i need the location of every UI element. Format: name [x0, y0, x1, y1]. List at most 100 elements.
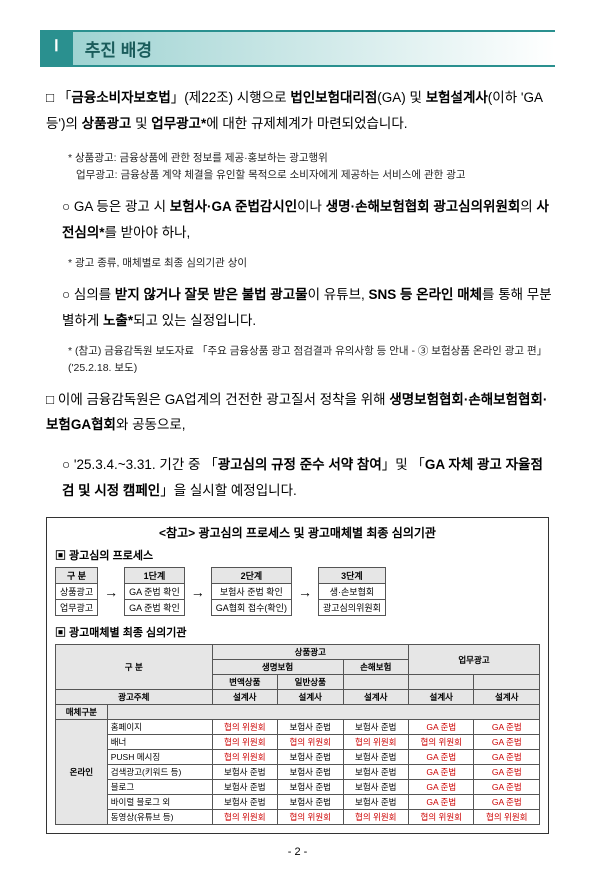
text-bold: 생명·손해보험협회 광고심의위원회: [326, 199, 521, 214]
td: GA 준법: [474, 735, 540, 750]
text: □ 이에 금융감독원은 GA업계의 건전한 광고질서 정착을 위해: [46, 392, 389, 407]
td: 상품광고: [56, 584, 98, 600]
text-bold: SNS 등 온라인 매체: [369, 287, 483, 302]
text-bold: 업무광고*: [151, 116, 206, 131]
td-label: PUSH 메시징: [107, 750, 212, 765]
text: (GA) 및: [377, 90, 425, 105]
text: 와 공동으로,: [116, 417, 186, 432]
process-table-1: 1단계 GA 준법 확인 GA 준법 확인: [124, 567, 185, 616]
td: GA 준법: [409, 765, 474, 780]
arrow-icon: →: [102, 584, 120, 600]
td: GA 준법: [409, 720, 474, 735]
text-bold: 상품광고: [82, 116, 135, 131]
td-label: 홈페이지: [107, 720, 212, 735]
th: 손해보험: [343, 660, 408, 675]
td: 협의 위원회: [474, 810, 540, 825]
paragraph-3: ○ 심의를 받지 않거나 잘못 받은 불법 광고물이 유튜브, SNS 등 온라…: [62, 282, 555, 333]
text-bold: 보험사·GA 준법감시인: [170, 199, 297, 214]
td: GA 준법 확인: [125, 600, 185, 616]
td: 보험사 준법: [278, 720, 343, 735]
section-header: Ⅰ 추진 배경: [40, 30, 555, 67]
th: 일반상품: [278, 675, 343, 690]
td: GA 준법: [409, 795, 474, 810]
td: 생·손보협회: [318, 584, 385, 600]
text: ○ 심의를: [62, 287, 115, 302]
th: 업무광고: [409, 645, 540, 675]
text: 이 유튜브,: [308, 287, 369, 302]
td: 보험사 준법: [278, 795, 343, 810]
text: 」(제22조) 시행으로: [171, 90, 291, 105]
td: 협의 위원회: [409, 735, 474, 750]
process-table-2: 2단계 보험사 준법 확인 GA협회 접수(확인): [211, 567, 292, 616]
th: 상품광고: [212, 645, 408, 660]
th: 생명보험: [212, 660, 343, 675]
process-table-0: 구 분 상품광고 업무광고: [55, 567, 98, 616]
text: ○ '25.3.4.~3.31. 기간 중 「: [62, 457, 218, 472]
arrow-icon: →: [189, 584, 207, 600]
td: 협의 위원회: [343, 810, 408, 825]
section-title: 추진 배경: [73, 32, 555, 65]
th: 온라인: [56, 720, 108, 825]
text: 이나: [297, 199, 326, 214]
td: 보험사 준법: [343, 795, 408, 810]
text: □ 「: [46, 90, 71, 105]
th: 광고주체: [56, 690, 213, 705]
text-bold: 법인보험대리점: [290, 90, 377, 105]
th: 1단계: [125, 568, 185, 584]
td-label: 배너: [107, 735, 212, 750]
reference-box: <참고> 광고심의 프로세스 및 광고매체별 최종 심의기관 ▣ 광고심의 프로…: [46, 517, 549, 834]
text-bold: 보험설계사: [426, 90, 488, 105]
th: 변액상품: [212, 675, 277, 690]
td: 보험사 준법: [212, 780, 277, 795]
td: GA 준법: [409, 750, 474, 765]
td: GA 준법: [474, 780, 540, 795]
text-bold: 광고심의 규정 준수 서약 참여: [218, 457, 382, 472]
arrow-icon: →: [296, 584, 314, 600]
td: 보험사 준법: [343, 750, 408, 765]
text: 」및 「: [382, 457, 425, 472]
text-bold: 받지 않거나 잘못 받은 불법 광고물: [115, 287, 308, 302]
td: 보험사 준법: [212, 765, 277, 780]
td-label: 블로그: [107, 780, 212, 795]
process-row: 구 분 상품광고 업무광고 → 1단계 GA 준법 확인 GA 준법 확인 → …: [55, 567, 540, 616]
note-3: * (참고) 금융감독원 보도자료 「주요 금융상품 광고 점검결과 유의사항 …: [68, 343, 555, 377]
td: 협의 위원회: [343, 735, 408, 750]
th: 구 분: [56, 645, 213, 690]
td: 보험사 준법: [343, 765, 408, 780]
text-bold: 금융소비자보호법: [71, 90, 170, 105]
td: 보험사 준법 확인: [211, 584, 291, 600]
paragraph-1: □ 「금융소비자보호법」(제22조) 시행으로 법인보험대리점(GA) 및 보험…: [46, 85, 555, 136]
th: 설계사: [409, 690, 474, 705]
paragraph-4: □ 이에 금융감독원은 GA업계의 건전한 광고질서 정착을 위해 생명보험협회…: [46, 387, 555, 438]
note-2: * 광고 종류, 매체별로 최종 심의기관 상이: [68, 255, 555, 272]
td: 업무광고: [56, 600, 98, 616]
process-table-3: 3단계 생·손보협회 광고심의위원회: [318, 567, 386, 616]
th: 설계사: [343, 690, 408, 705]
td: 협의 위원회: [212, 735, 277, 750]
paragraph-5: ○ '25.3.4.~3.31. 기간 중 「광고심의 규정 준수 서약 참여」…: [62, 452, 555, 503]
media-table: 구 분 상품광고 업무광고 생명보험 손해보험 변액상품 일반상품 광고주체 설…: [55, 644, 540, 825]
text: 를 받아야 하나,: [105, 225, 191, 240]
td: GA 준법: [474, 750, 540, 765]
td: GA협회 접수(확인): [211, 600, 291, 616]
ref-sub-2: ▣ 광고매체별 최종 심의기관: [55, 624, 540, 640]
note-line: 업무광고: 금융상품 계약 체결을 유인할 목적으로 소비자에게 제공하는 서비…: [76, 167, 555, 184]
text: 의: [520, 199, 536, 214]
td: 협의 위원회: [409, 810, 474, 825]
td-label: 동영상(유튜브 등): [107, 810, 212, 825]
text: ○ GA 등은 광고 시: [62, 199, 170, 214]
td: 보험사 준법: [343, 780, 408, 795]
td: GA 준법: [474, 720, 540, 735]
th: 설계사: [474, 690, 540, 705]
th: 설계사: [278, 690, 343, 705]
td: 광고심의위원회: [318, 600, 385, 616]
text-bold: 노출*: [103, 313, 133, 328]
note-line: * 상품광고: 금융상품에 관한 정보를 제공·홍보하는 광고행위: [68, 150, 555, 167]
td: 보험사 준법: [278, 780, 343, 795]
td: 보험사 준법: [278, 765, 343, 780]
th: 구 분: [56, 568, 98, 584]
text: 되고 있는 실정입니다.: [133, 313, 256, 328]
td: GA 준법: [474, 765, 540, 780]
td: 보험사 준법: [343, 720, 408, 735]
th: 매체구분: [56, 705, 108, 720]
